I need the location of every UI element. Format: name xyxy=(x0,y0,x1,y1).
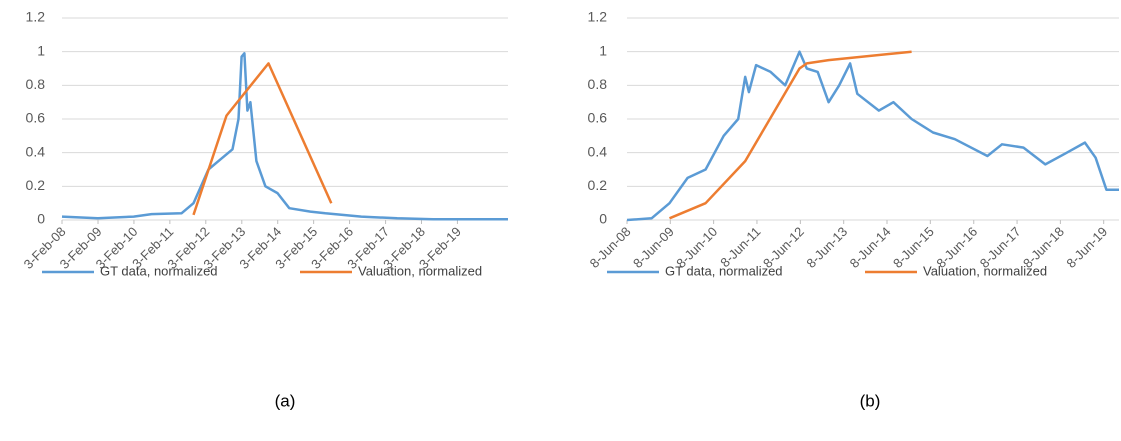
y-tick-label: 0 xyxy=(599,211,607,227)
series-line xyxy=(61,52,508,221)
caption: (b) xyxy=(860,391,881,410)
legend-label: Valuation, normalized xyxy=(358,263,482,278)
y-tick-label: 1 xyxy=(37,42,45,58)
series-line xyxy=(669,50,912,220)
y-tick-label: 0.8 xyxy=(588,76,608,92)
legend-label: Valuation, normalized xyxy=(923,263,1047,278)
y-tick-label: 1.2 xyxy=(26,9,46,25)
y-tick-label: 0.6 xyxy=(588,110,608,126)
series-line xyxy=(626,50,1119,222)
y-tick-label: 0.4 xyxy=(588,143,608,159)
series-line xyxy=(192,62,333,216)
x-tick-label: 8-Jun-13 xyxy=(803,224,850,271)
y-tick-label: 0.4 xyxy=(26,143,46,159)
y-tick-label: 0.2 xyxy=(26,177,46,193)
y-tick-label: 1 xyxy=(599,42,607,58)
x-tick-label: 8-Jun-08 xyxy=(587,224,634,271)
legend-label: GT data, normalized xyxy=(100,263,218,278)
caption: (a) xyxy=(275,391,296,410)
y-tick-label: 0.2 xyxy=(588,177,608,193)
x-tick-label: 8-Jun-19 xyxy=(1063,224,1110,271)
y-tick-label: 1.2 xyxy=(588,9,608,25)
x-tick-label: 8-Jun-14 xyxy=(847,224,894,271)
y-tick-label: 0.6 xyxy=(26,110,46,126)
y-tick-label: 0.8 xyxy=(26,76,46,92)
legend-label: GT data, normalized xyxy=(665,263,783,278)
y-tick-label: 0 xyxy=(37,211,45,227)
